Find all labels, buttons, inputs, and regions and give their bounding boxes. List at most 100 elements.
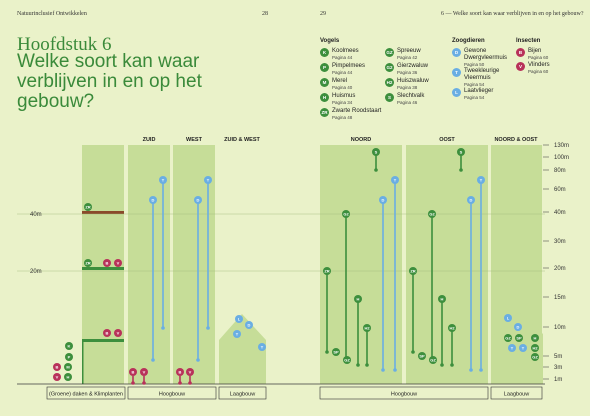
legend-page-ref: Pagina 46 (397, 100, 418, 105)
species-marker-label: M (66, 364, 70, 369)
roof-green-2 (82, 339, 124, 342)
legend-marker: ZR (320, 108, 329, 117)
species-marker-t (233, 330, 241, 338)
species-marker-label: T (394, 177, 397, 182)
species-marker-label: V (189, 369, 192, 374)
legend-page-ref: Pagina 60 (528, 55, 549, 60)
species-marker-label: T (162, 177, 165, 182)
species-marker-zr (84, 203, 92, 211)
legend-page-ref: Pagina 54 (464, 82, 485, 87)
species-marker-d (379, 196, 387, 204)
species-marker-label: H (67, 374, 70, 379)
species-marker-label: B (132, 369, 135, 374)
species-marker-l (235, 315, 243, 323)
species-marker-label: D (152, 197, 155, 202)
page-number-left: 28 (262, 11, 268, 17)
species-marker-v (53, 373, 61, 381)
species-marker-k (65, 342, 73, 350)
legend-species-name: Koolmees (332, 48, 359, 54)
range-line-end (469, 368, 473, 372)
species-marker-label: GZ (344, 357, 350, 362)
species-marker-h2 (531, 344, 539, 352)
species-marker-label: ZR (85, 260, 90, 265)
species-marker-label: H (534, 335, 537, 340)
section-label-oost: OOST (439, 137, 455, 143)
range-line-end (142, 381, 146, 385)
bottom-label-hoog2: Hoogbouw (391, 392, 417, 398)
legend-species-name: Bijen (528, 48, 542, 54)
species-marker-gz (429, 356, 437, 364)
species-marker-g2 (342, 210, 350, 218)
species-marker-sp (515, 334, 523, 342)
section-label-zuid_west: ZUID & WEST (224, 137, 260, 143)
species-marker-h (64, 373, 72, 381)
species-marker-d (149, 196, 157, 204)
legend-marker: L (452, 88, 461, 97)
header-right: 6 — Welke soort kan waar verblijven in e… (441, 11, 584, 17)
right-axis-label: 20m (554, 266, 566, 272)
legend-insects-title: Insecten (516, 38, 541, 44)
right-axis-label: 30m (554, 239, 566, 245)
species-marker-label: T (511, 345, 514, 350)
species-marker-sp (332, 348, 340, 356)
species-marker-label: D (517, 324, 520, 329)
species-marker-label: B (106, 260, 109, 265)
house-laagbouw-2 (491, 312, 543, 384)
right-axis-label: 130m (554, 143, 569, 149)
legend-page-ref: Pagina 54 (464, 95, 485, 100)
species-marker-label: ZR (410, 268, 415, 273)
species-marker-t (258, 343, 266, 351)
species-marker-sp (418, 352, 426, 360)
bottom-label-box (490, 386, 543, 400)
species-marker-gz (531, 353, 539, 361)
legend-species-name: Spreeuw (397, 48, 421, 54)
species-marker-label: GZ (505, 335, 511, 340)
legend-page-ref: Pagina 38 (397, 85, 418, 90)
species-marker-label: GZ (532, 354, 538, 359)
legend-marker: G2 (385, 63, 394, 72)
right-axis-label: 80m (554, 168, 566, 174)
legend-page-ref: Pagina 48 (332, 115, 353, 120)
range-line-end (131, 381, 135, 385)
species-marker-label: H2 (449, 325, 455, 330)
species-marker-b (176, 368, 184, 376)
species-marker-t (519, 344, 527, 352)
species-marker-label: S (375, 149, 378, 154)
range-line-end (325, 350, 329, 354)
species-marker-label: SP (516, 335, 522, 340)
bottom-label-box (218, 386, 267, 400)
legend-species-name: Slechtvalk (397, 93, 425, 99)
right-axis-label: 60m (554, 187, 566, 193)
range-line-end (365, 363, 369, 367)
legend-page-ref: Pagina 36 (397, 70, 418, 75)
legend-species-name: Zwarte Roodstaart (332, 108, 382, 114)
species-marker-label: V (143, 369, 146, 374)
species-marker-zr (84, 259, 92, 267)
species-marker-label: ZR (324, 268, 329, 273)
house-laagbouw-1 (219, 314, 266, 384)
species-marker-t (159, 176, 167, 184)
legend-birds-title: Vogels (320, 38, 340, 44)
legend-marker: H (320, 93, 329, 102)
species-marker-v (114, 329, 122, 337)
section-label-west: WEST (186, 137, 203, 143)
species-marker-label: D (470, 197, 473, 202)
legend-marker: P (320, 63, 329, 72)
species-marker-d (514, 323, 522, 331)
species-marker-label: B (179, 369, 182, 374)
climbing-plant (82, 342, 84, 384)
right-axis-label: 3m (554, 365, 562, 371)
species-marker-label: H2 (532, 345, 538, 350)
species-marker-t (508, 344, 516, 352)
legend-page-ref: Pagina 34 (332, 100, 353, 105)
range-line-end (393, 368, 397, 372)
left-axis-label: 40m (30, 212, 42, 218)
species-marker-zr (323, 267, 331, 275)
species-marker-label: D (248, 322, 251, 327)
species-marker-h (531, 334, 539, 342)
species-marker-b (53, 363, 61, 371)
species-marker-label: ZR (85, 204, 90, 209)
species-marker-t (391, 176, 399, 184)
bottom-label-roofs: (Groene) daken & Klimplanten (49, 392, 123, 398)
